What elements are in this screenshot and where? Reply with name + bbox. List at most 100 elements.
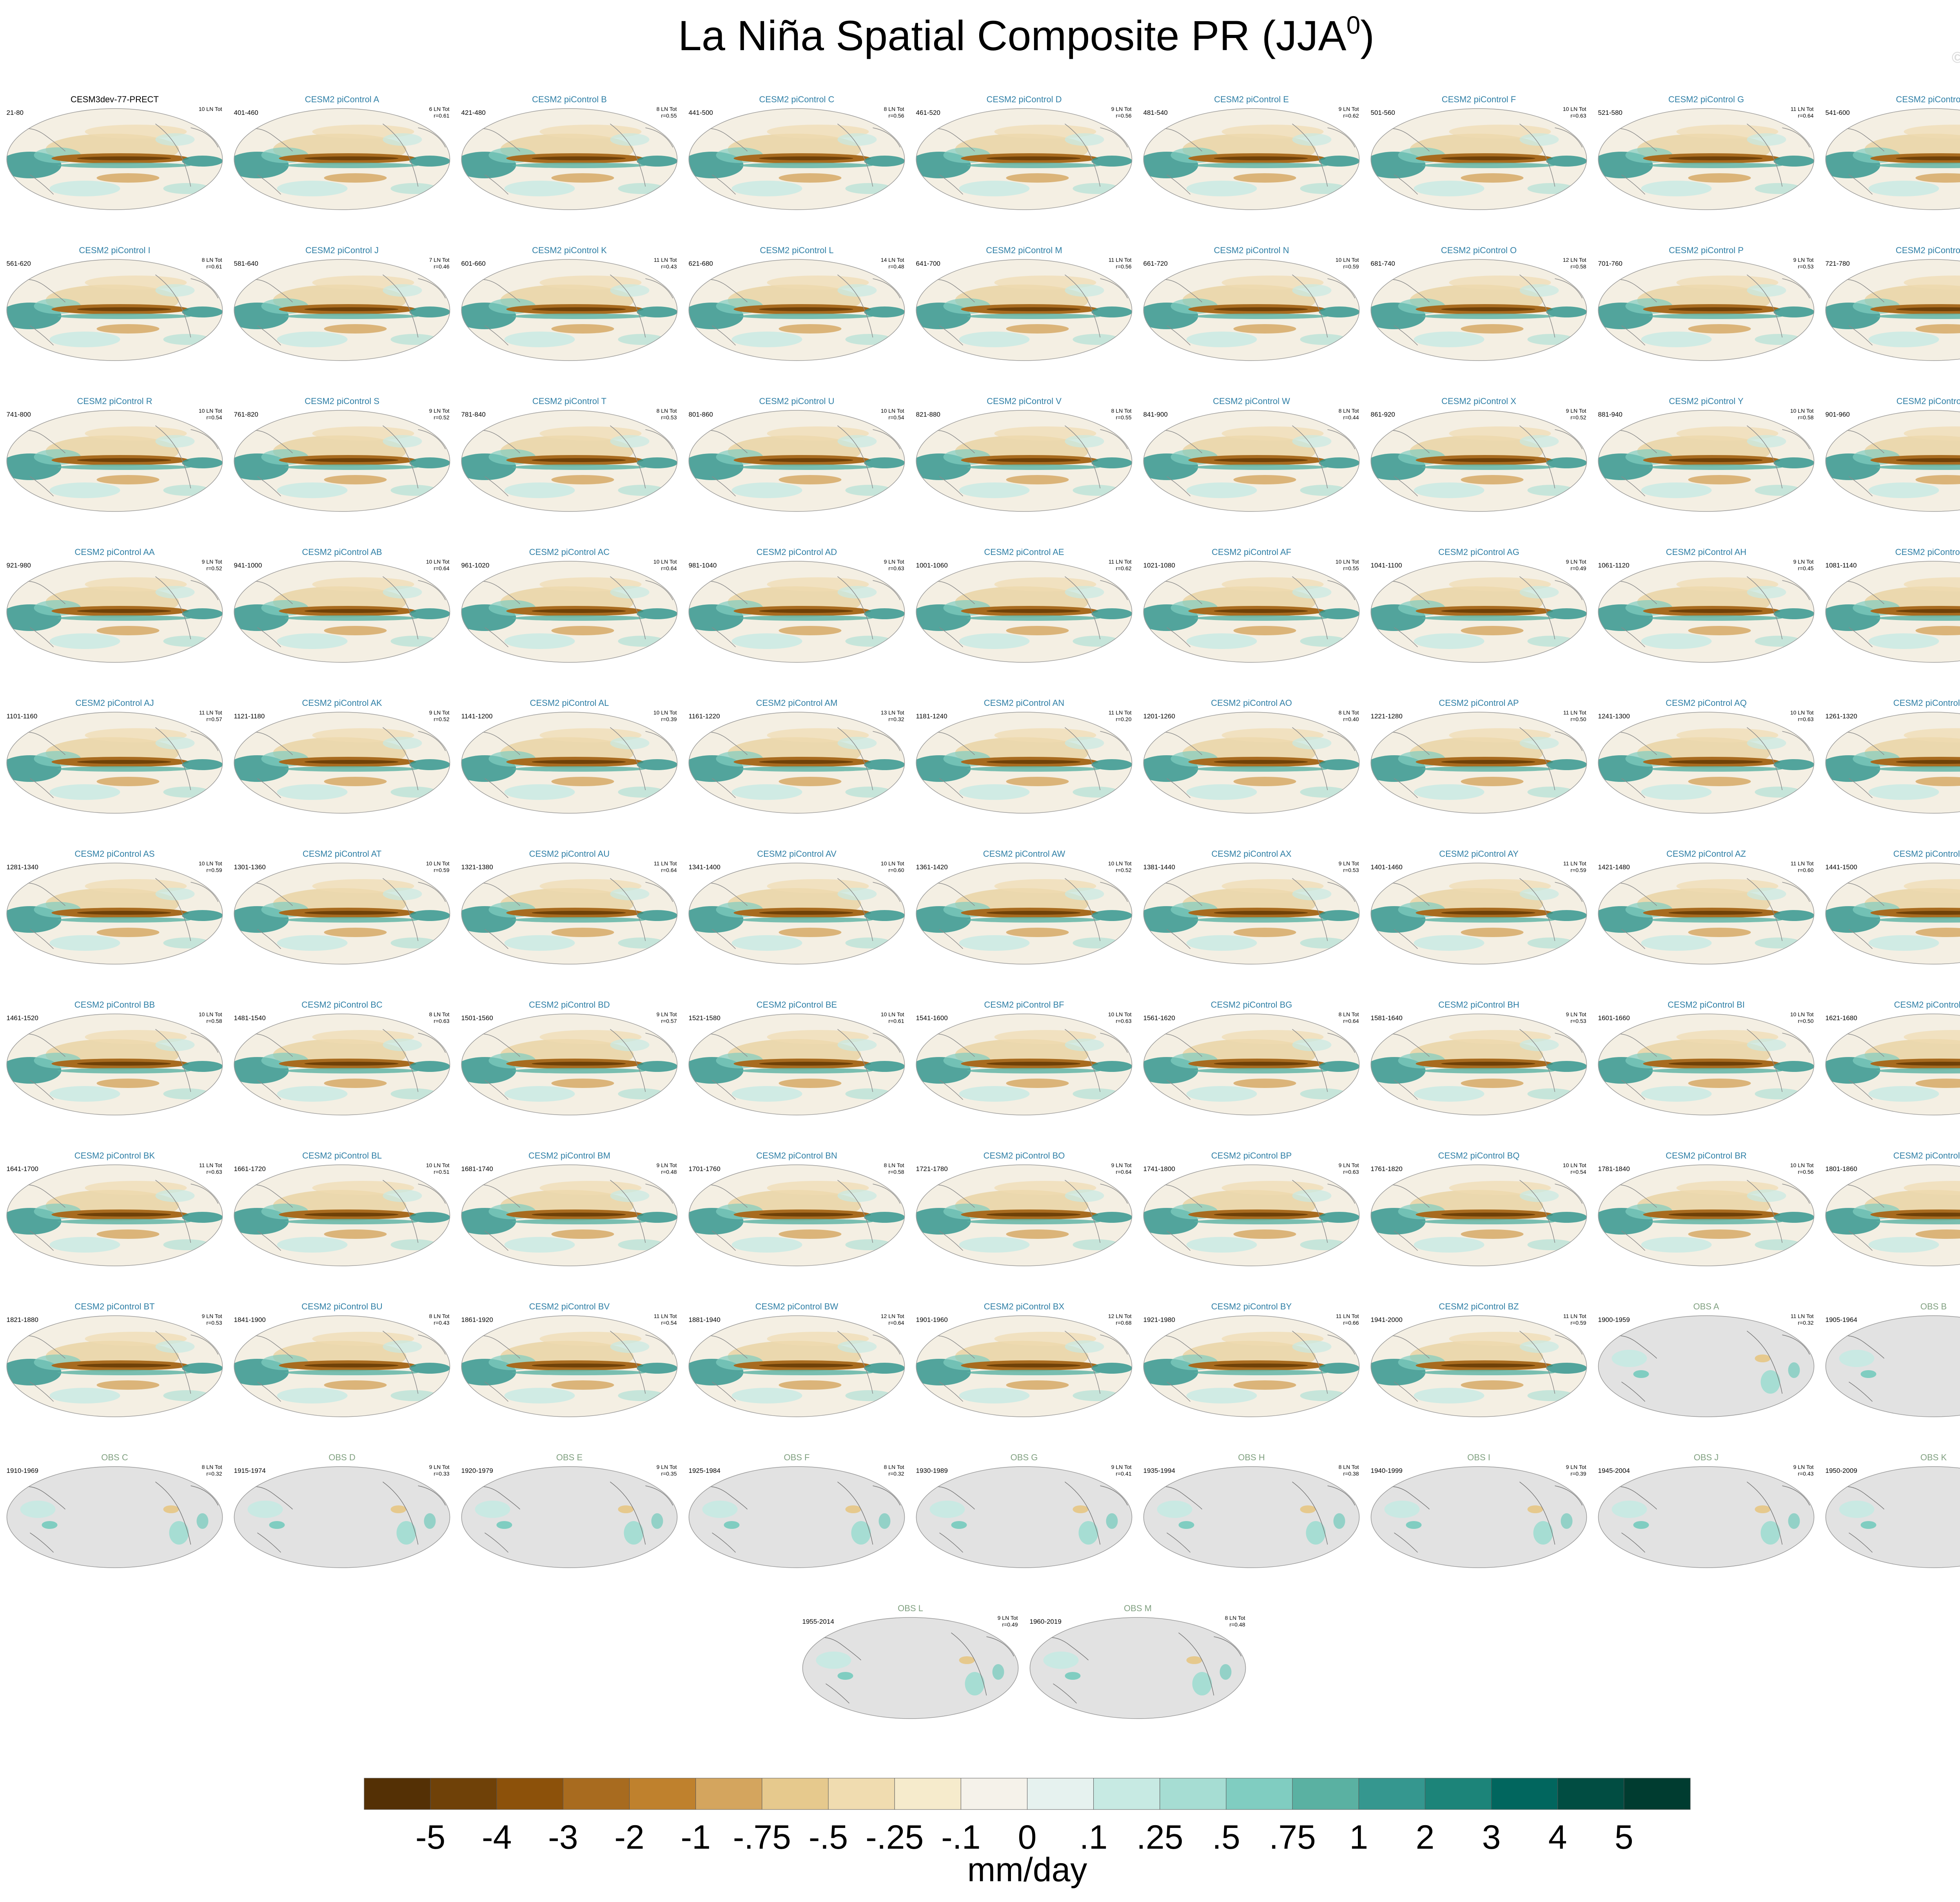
colorbar-label: -3 — [548, 1819, 578, 1856]
map-panel: CESM2 piControl AI1081-114010 LN Totr=0.… — [1818, 547, 1960, 663]
colorbar-box — [1359, 1778, 1425, 1810]
colorbar-label: -.75 — [733, 1819, 791, 1856]
panel-count: 10 LN Tot — [653, 558, 677, 565]
panel-title: CESM2 piControl AG — [1438, 547, 1519, 557]
panel-correlation: r=0.41 — [1116, 1470, 1131, 1477]
panel-title: OBS F — [784, 1452, 809, 1462]
panel-count: 9 LN Tot — [657, 1011, 677, 1017]
panel-years: 1910-1969 — [7, 1467, 38, 1474]
panel-years: 1921-1980 — [1143, 1316, 1175, 1324]
panel-title: OBS C — [101, 1452, 128, 1462]
panel-years: 1941-2000 — [1371, 1316, 1403, 1324]
panel-title: OBS E — [556, 1452, 583, 1462]
panel-correlation: r=0.55 — [1116, 414, 1131, 421]
colorbar-box — [828, 1778, 895, 1810]
panel-title: CESM2 piControl R — [77, 396, 152, 406]
panel-correlation: r=0.40 — [1343, 716, 1359, 722]
panel-years: 1281-1340 — [7, 863, 38, 871]
panel-title: CESM2 piControl AW — [983, 849, 1065, 859]
panel-title: OBS A — [1693, 1302, 1719, 1311]
panel-correlation: r=0.64 — [434, 565, 449, 571]
panel-title: CESM2 piControl AK — [302, 698, 382, 708]
panel-count: 8 LN Tot — [884, 1162, 904, 1168]
panel-years: 521-580 — [1598, 109, 1622, 116]
panel-title: CESM2 piControl BW — [755, 1302, 838, 1311]
panel-correlation: r=0.54 — [206, 414, 222, 421]
panel-correlation: r=0.48 — [661, 1169, 677, 1175]
panel-count: 10 LN Tot — [1790, 1162, 1814, 1168]
panel-count: 9 LN Tot — [1339, 860, 1359, 867]
panel-count: 8 LN Tot — [657, 106, 677, 112]
panel-correlation: r=0.53 — [661, 414, 677, 421]
panel-years: 1181-1240 — [916, 713, 947, 720]
panel-years: 981-1040 — [689, 562, 717, 569]
panel-title: OBS I — [1467, 1452, 1490, 1462]
panel-count: 11 LN Tot — [199, 709, 222, 716]
colorbar-box — [497, 1778, 563, 1810]
panel-correlation: r=0.58 — [1570, 263, 1586, 270]
panel-years: 861-920 — [1371, 411, 1395, 418]
panel-correlation: r=0.64 — [1343, 1018, 1359, 1024]
panel-correlation: r=0.62 — [1116, 565, 1131, 571]
panel-years: 1761-1820 — [1371, 1165, 1403, 1173]
panel-count: 9 LN Tot — [657, 1464, 677, 1470]
panel-years: 1641-1700 — [7, 1165, 38, 1173]
panel-title: CESM2 piControl BL — [302, 1151, 382, 1160]
panel-years: 1841-1900 — [234, 1316, 266, 1324]
panel-years: 1581-1640 — [1371, 1014, 1403, 1022]
panel-years: 701-760 — [1598, 260, 1622, 267]
panel-correlation: r=0.64 — [888, 1320, 904, 1326]
colorbar-box — [895, 1778, 961, 1810]
colorbar-units: mm/day — [967, 1851, 1087, 1889]
colorbar-box — [696, 1778, 762, 1810]
panel-years: 761-820 — [234, 411, 258, 418]
panel-correlation: r=0.62 — [1343, 112, 1359, 119]
panel-count: 10 LN Tot — [426, 1162, 450, 1168]
panel-years: 1261-1320 — [1826, 713, 1857, 720]
panel-title: CESM2 piControl AQ — [1666, 698, 1747, 708]
panel-count: 9 LN Tot — [202, 558, 222, 565]
panel-count: 11 LN Tot — [1563, 1313, 1586, 1319]
panel-years: 1915-1974 — [234, 1467, 266, 1474]
panel-title: CESM2 piControl AN — [984, 698, 1064, 708]
panel-years: 1221-1280 — [1371, 713, 1403, 720]
panel-count: 8 LN Tot — [657, 408, 677, 414]
panel-correlation: r=0.45 — [1798, 565, 1813, 571]
map-panel: CESM2 piControl BA1441-150011 LN Totr=0.… — [1818, 849, 1960, 965]
panel-count: 10 LN Tot — [1790, 408, 1814, 414]
panel-years: 1321-1380 — [461, 863, 493, 871]
colorbar-label: 0 — [1018, 1819, 1037, 1856]
colorbar-box — [1425, 1778, 1491, 1810]
panel-title: CESM2 piControl AZ — [1666, 849, 1746, 859]
panel-correlation: r=0.59 — [1570, 1320, 1586, 1326]
panel-correlation: r=0.64 — [1798, 112, 1813, 119]
panel-title: CESM2 piControl AL — [530, 698, 609, 708]
panel-title: CESM2 piControl A — [305, 94, 379, 104]
panel-title: CESM2 piControl AH — [1666, 547, 1746, 557]
panel-title: CESM2 piControl BR — [1666, 1151, 1747, 1160]
panel-count: 10 LN Tot — [653, 709, 677, 716]
panel-correlation: r=0.59 — [434, 867, 449, 873]
